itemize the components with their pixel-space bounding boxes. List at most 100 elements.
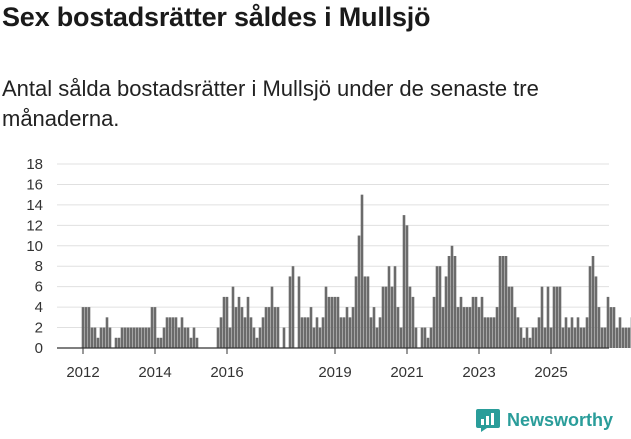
x-tick-label: 2019 — [318, 364, 351, 381]
bar — [495, 307, 499, 348]
bar — [528, 337, 532, 348]
x-tick-label: 2025 — [534, 364, 567, 381]
bar — [546, 286, 550, 348]
bar — [90, 327, 94, 348]
y-tick-label: 0 — [35, 340, 43, 357]
bar — [150, 307, 154, 348]
y-tick-label: 16 — [26, 176, 43, 193]
bar — [480, 296, 484, 348]
chart-subtitle: Antal sålda bostadsrätter i Mullsjö unde… — [2, 76, 539, 131]
bar — [264, 307, 268, 348]
bar — [306, 317, 310, 348]
bar — [228, 327, 232, 348]
bar — [303, 317, 307, 348]
bar — [501, 256, 505, 348]
bar — [135, 327, 139, 348]
newsworthy-logo: Newsworthy — [475, 404, 613, 436]
x-tick-label: 2023 — [462, 364, 495, 381]
bar — [441, 307, 445, 348]
bar — [393, 266, 397, 348]
bar — [87, 307, 91, 348]
bar — [477, 307, 481, 348]
bar — [462, 307, 466, 348]
bar — [438, 266, 442, 348]
bar — [426, 337, 430, 348]
bar — [399, 327, 403, 348]
bar — [351, 307, 355, 348]
bar — [537, 317, 541, 348]
bar — [129, 327, 133, 348]
bar — [255, 337, 259, 348]
bar — [183, 327, 187, 348]
bar — [390, 286, 394, 348]
bar — [225, 296, 229, 348]
bar — [291, 266, 295, 348]
chart-title: Sex bostadsrätter såldes i Mullsjö — [2, 2, 431, 32]
x-tick-label: 2021 — [390, 364, 423, 381]
bar — [234, 307, 238, 348]
bar — [324, 286, 328, 348]
bar — [420, 327, 424, 348]
bar — [486, 317, 490, 348]
bar — [381, 286, 385, 348]
x-tick-label: 2016 — [210, 364, 243, 381]
bar — [159, 337, 163, 348]
bar — [162, 327, 166, 348]
bar — [540, 286, 544, 348]
y-tick-label: 8 — [35, 258, 43, 275]
bar — [147, 327, 151, 348]
bar — [297, 276, 301, 348]
bar — [429, 327, 433, 348]
bar — [309, 307, 313, 348]
bar — [582, 327, 586, 348]
bar — [366, 276, 370, 348]
bar — [621, 327, 625, 348]
bars-layer — [81, 194, 631, 348]
bar — [555, 286, 559, 348]
bar — [558, 286, 562, 348]
y-tick-label: 10 — [26, 238, 43, 255]
bar — [300, 317, 304, 348]
bar — [597, 307, 601, 348]
bar — [348, 317, 352, 348]
bar — [363, 276, 367, 348]
bar — [246, 296, 250, 348]
bar — [570, 317, 574, 348]
bar — [153, 307, 157, 348]
bar — [600, 327, 604, 348]
newsworthy-chart-icon — [476, 409, 500, 432]
bar — [531, 327, 535, 348]
y-tick-label: 18 — [26, 156, 43, 173]
bar — [435, 266, 439, 348]
bar — [240, 307, 244, 348]
bar — [492, 317, 496, 348]
bar — [81, 307, 85, 348]
bar — [132, 327, 136, 348]
bar — [144, 327, 148, 348]
bar — [453, 256, 457, 348]
y-tick-label: 4 — [35, 299, 43, 316]
bar — [222, 296, 226, 348]
bar — [321, 317, 325, 348]
bar — [219, 317, 223, 348]
bar — [369, 317, 373, 348]
y-tick-label: 2 — [35, 320, 43, 337]
bar — [165, 317, 169, 348]
bar — [573, 327, 577, 348]
x-tick-label: 2012 — [66, 364, 99, 381]
bar — [267, 307, 271, 348]
bar — [360, 194, 364, 348]
bar — [84, 307, 88, 348]
bar — [552, 286, 556, 348]
bar — [576, 317, 580, 348]
bar — [231, 286, 235, 348]
bar — [318, 327, 322, 348]
bar — [327, 296, 331, 348]
bar — [270, 286, 274, 348]
bar — [396, 307, 400, 348]
bar — [174, 317, 178, 348]
bar — [405, 225, 409, 348]
bar — [411, 296, 415, 348]
bar — [585, 317, 589, 348]
bar — [123, 327, 127, 348]
